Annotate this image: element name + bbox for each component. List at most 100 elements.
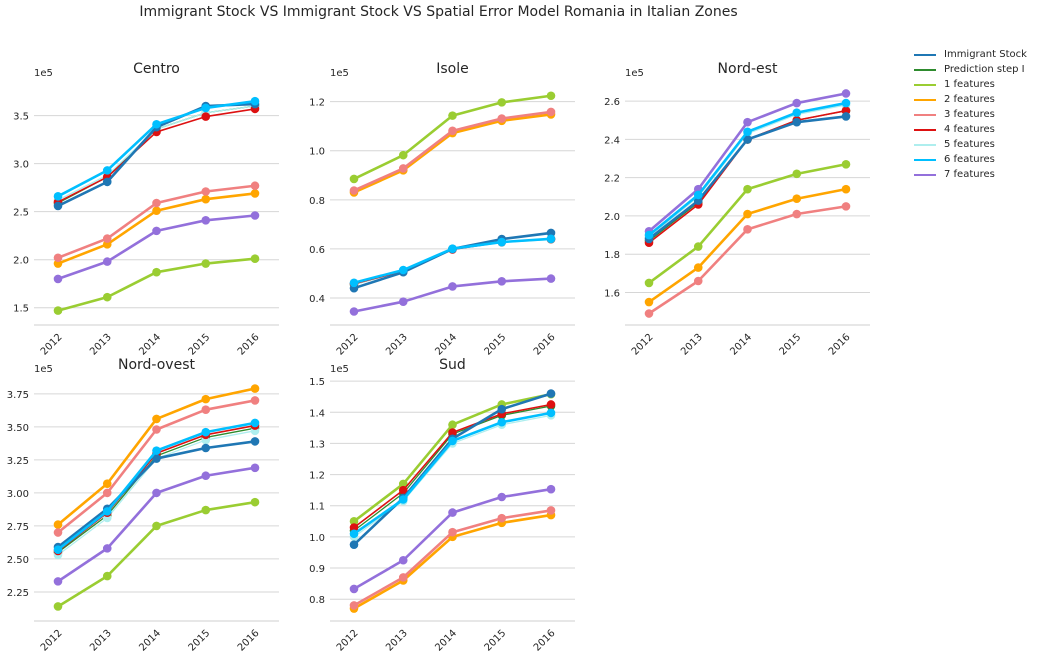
data-point bbox=[102, 544, 112, 553]
x-tick-label: 2012 bbox=[39, 628, 65, 654]
data-point bbox=[792, 117, 802, 127]
data-point bbox=[349, 601, 359, 610]
data-point bbox=[349, 517, 359, 526]
y-tick-label: 0.8 bbox=[309, 595, 325, 606]
data-point bbox=[53, 577, 63, 586]
data-point bbox=[201, 471, 211, 481]
data-point bbox=[497, 277, 507, 286]
series-line bbox=[648, 162, 847, 284]
y-tick-label: 0.8 bbox=[309, 196, 325, 207]
data-point bbox=[546, 107, 556, 117]
data-point bbox=[398, 164, 408, 173]
data-point bbox=[250, 211, 260, 220]
data-point bbox=[53, 602, 63, 611]
data-point bbox=[398, 479, 408, 489]
data-point bbox=[743, 209, 752, 219]
y-tick-label: 2.0 bbox=[604, 212, 620, 223]
data-point bbox=[201, 259, 211, 268]
data-point bbox=[53, 306, 63, 315]
legend-label: 3 features bbox=[944, 109, 995, 120]
data-point bbox=[792, 98, 802, 108]
data-point bbox=[693, 190, 703, 200]
x-tick-label: 2014 bbox=[137, 332, 163, 358]
series-prediction-step-i bbox=[644, 106, 851, 246]
data-point bbox=[250, 396, 260, 405]
series-6-features bbox=[53, 418, 260, 554]
data-point bbox=[497, 417, 507, 427]
series-1-features bbox=[644, 159, 851, 288]
data-point bbox=[792, 194, 802, 204]
x-tick-label: 2015 bbox=[187, 628, 213, 654]
legend-item: 7 features bbox=[914, 167, 1027, 182]
data-point bbox=[792, 108, 802, 117]
data-point bbox=[152, 488, 161, 498]
data-point bbox=[201, 505, 211, 515]
y-tick-label: 1.5 bbox=[13, 304, 29, 315]
legend-label: 2 features bbox=[944, 94, 995, 105]
legend-swatch bbox=[914, 143, 936, 146]
legend-label: Prediction step I bbox=[944, 64, 1025, 75]
x-tick-label: 2014 bbox=[433, 332, 459, 358]
y-tick-label: 3.75 bbox=[7, 390, 29, 401]
data-point bbox=[349, 186, 359, 195]
data-point bbox=[743, 225, 752, 234]
y-tick-label: 1.3 bbox=[309, 439, 325, 450]
series-line bbox=[353, 113, 552, 194]
legend-swatch bbox=[914, 173, 936, 176]
data-point bbox=[349, 529, 359, 539]
data-point bbox=[250, 189, 260, 198]
data-point bbox=[102, 479, 112, 488]
x-tick-label: 2014 bbox=[433, 628, 459, 654]
data-point bbox=[398, 573, 408, 582]
data-point bbox=[841, 159, 851, 169]
series-2-features bbox=[349, 510, 556, 613]
legend: Immigrant Stock Prediction step I 1 featur… bbox=[914, 47, 1027, 182]
data-point bbox=[102, 292, 112, 302]
y-tick-label: 1.1 bbox=[309, 502, 325, 513]
y-tick-label: 2.4 bbox=[604, 135, 620, 146]
y-tick-label: 1.0 bbox=[309, 147, 325, 158]
data-point bbox=[546, 484, 556, 494]
y-tick-label: 3.50 bbox=[7, 423, 29, 434]
series-3-features bbox=[644, 202, 851, 318]
data-point bbox=[743, 127, 752, 137]
data-point bbox=[201, 187, 211, 196]
x-tick-label: 2016 bbox=[532, 332, 558, 358]
x-tick-label: 2016 bbox=[827, 332, 853, 358]
data-point bbox=[102, 177, 112, 187]
axis-exponent-label: 1e5 bbox=[34, 364, 53, 375]
x-tick-label: 2016 bbox=[236, 628, 262, 654]
legend-label: 4 features bbox=[944, 124, 995, 135]
y-tick-label: 2.25 bbox=[7, 588, 29, 599]
series-2-features bbox=[349, 110, 556, 197]
data-point bbox=[546, 506, 556, 515]
legend-item: 3 features bbox=[914, 107, 1027, 122]
y-tick-label: 1.6 bbox=[604, 288, 620, 299]
legend-item: Prediction step I bbox=[914, 62, 1027, 77]
y-tick-label: 0.4 bbox=[309, 294, 325, 305]
data-point bbox=[546, 91, 556, 101]
data-point bbox=[201, 443, 211, 453]
legend-item: 1 features bbox=[914, 77, 1027, 92]
subplot-nord-est: 1.6 1.8 2.0 2.2 2.4 2.6 2012 2013 2014 2015 2016 No… bbox=[604, 61, 870, 358]
y-tick-label: 3.25 bbox=[7, 456, 29, 467]
x-tick-label: 2012 bbox=[39, 332, 65, 358]
subplot-isole: 0.4 0.6 0.8 1.0 1.2 2012 2013 2014 2015 2016 Isole… bbox=[309, 61, 575, 358]
y-tick-label: 2.75 bbox=[7, 522, 29, 533]
data-point bbox=[201, 427, 211, 437]
x-tick-label: 2013 bbox=[88, 332, 114, 358]
data-point bbox=[743, 135, 752, 144]
series-4-features bbox=[349, 400, 556, 532]
series-1-features bbox=[53, 254, 260, 315]
series-6-features bbox=[53, 96, 260, 201]
x-tick-label: 2013 bbox=[384, 628, 410, 654]
legend-label: 1 features bbox=[944, 79, 995, 90]
legend-item: Immigrant Stock bbox=[914, 47, 1027, 62]
data-point bbox=[250, 254, 260, 264]
data-point bbox=[152, 198, 161, 208]
data-point bbox=[644, 278, 654, 288]
series-line bbox=[353, 392, 552, 523]
data-point bbox=[250, 463, 260, 473]
x-tick-label: 2012 bbox=[630, 332, 656, 358]
